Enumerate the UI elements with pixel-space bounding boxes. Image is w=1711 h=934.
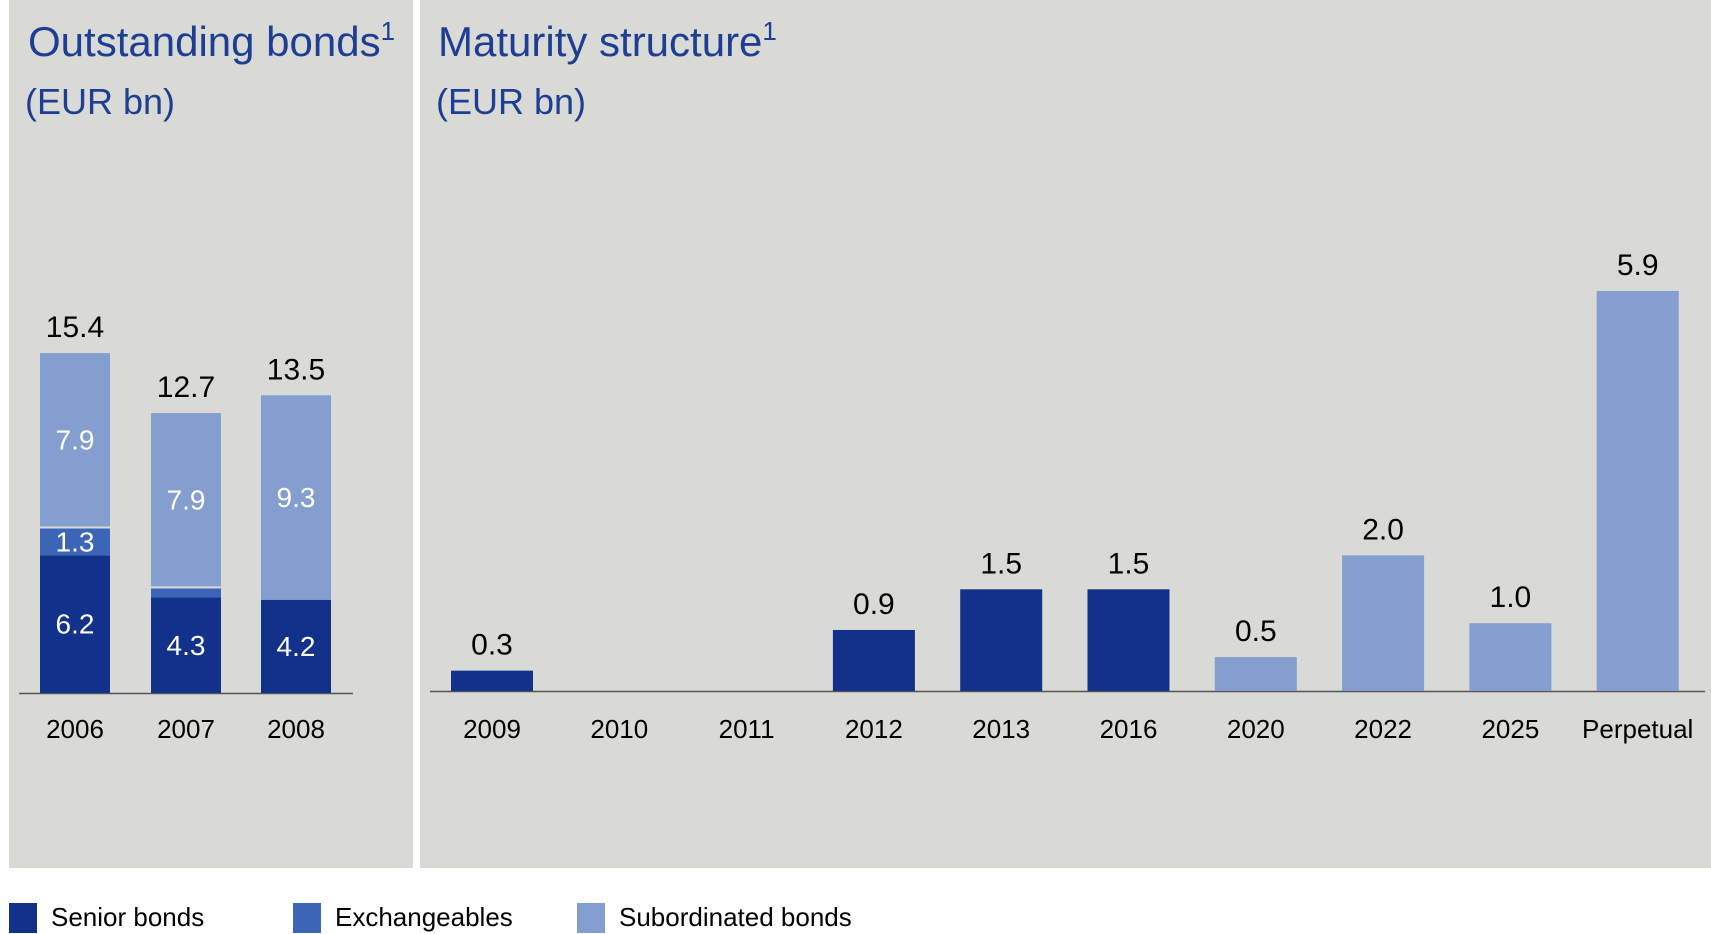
x-tick-label-Perpetual: Perpetual [1582,714,1693,744]
bar-segment-subordinated-2008 [261,395,331,600]
segment-label-exchangeables-2006: 1.3 [56,526,95,557]
segment-label-senior-2006: 6.2 [56,609,95,640]
legend-item-subordinated-bonds: Subordinated bonds [577,902,852,933]
bar-2025 [1469,623,1552,691]
maturity-structure-unit: (EUR bn) [436,81,587,122]
value-label-2013: 1.5 [980,547,1022,580]
legend-swatch-exchangeables [293,902,321,933]
bar-2020 [1214,657,1297,691]
segment-label-subordinated-2008: 9.3 [277,482,316,513]
outstanding-bonds-panel: Outstanding bonds1 (EUR bn) 6.2 1.3 7.9 15.… [9,0,413,868]
bar-2013 [960,589,1043,691]
legend-swatch-senior-bonds [9,902,37,933]
outstanding-bonds-title: Outstanding bonds1 [28,16,396,65]
bar-segment-exchangeables-2006 [40,528,110,556]
bar-2022 [1342,555,1425,691]
bar-2012 [832,629,915,691]
segment-label-subordinated-2007: 7.9 [167,484,206,515]
x-tick-label-2010: 2010 [590,714,648,744]
total-label-2006: 15.4 [46,311,104,344]
maturity-structure-title: Maturity structure1 [438,16,777,65]
value-label-2009: 0.3 [471,629,513,662]
x-tick-label-2020: 2020 [1227,714,1285,744]
value-label-2022: 2.0 [1362,513,1404,546]
x-tick-label-2008: 2008 [267,714,325,744]
maturity-structure-panel: Maturity structure1 (EUR bn) 0.3 2009 2010… [420,0,1711,868]
x-tick-label-2006: 2006 [46,714,104,744]
value-label-Perpetual: 5.9 [1617,249,1659,282]
bar-2016 [1087,589,1170,691]
segment-label-senior-2008: 4.2 [277,631,316,662]
legend-item-senior-bonds: Senior bonds [9,902,204,933]
segment-label-senior-2007: 4.3 [167,630,206,661]
value-label-2025: 1.0 [1490,581,1532,614]
segment-label-subordinated-2006: 7.9 [56,424,95,455]
x-tick-label-2013: 2013 [972,714,1030,744]
bar-segment-senior-2006 [40,555,110,693]
outstanding-bonds-unit: (EUR bn) [25,81,176,122]
bar-2009 [451,670,533,691]
x-tick-label-2025: 2025 [1481,714,1539,744]
legend-label-subordinated-bonds: Subordinated bonds [619,902,852,932]
outstanding-bonds-chart: 6.21.37.915.420064.30.57.912.720074.29.3… [19,311,353,744]
legend-label-exchangeables: Exchangeables [335,902,513,932]
value-label-2012: 0.9 [853,588,895,621]
x-tick-label-2011: 2011 [719,714,775,744]
bar-segment-exchangeables-2007 [151,588,221,598]
legend-item-exchangeables: Exchangeables [293,902,513,933]
x-tick-label-2009: 2009 [463,714,521,744]
total-label-2007: 12.7 [157,371,215,404]
bar-Perpetual [1596,290,1679,691]
legend-swatch-subordinated-bonds [577,902,605,933]
value-label-2016: 1.5 [1108,547,1150,580]
maturity-structure-chart: 0.3 2009 2010 2011 0.9 2012 1.5 2013 1.5 2016 0.5 2… [430,249,1705,744]
x-tick-label-2016: 2016 [1100,714,1158,744]
x-tick-label-2022: 2022 [1354,714,1412,744]
bar-segment-subordinated-2007 [151,413,221,587]
value-label-2020: 0.5 [1235,615,1277,648]
bar-segment-senior-2007 [151,597,221,693]
x-tick-label-2012: 2012 [845,714,903,744]
bar-segment-subordinated-2006 [40,353,110,527]
bar-segment-senior-2008 [261,599,331,693]
x-tick-label-2007: 2007 [157,714,215,744]
total-label-2008: 13.5 [267,353,325,386]
legend-label-senior-bonds: Senior bonds [51,902,205,932]
